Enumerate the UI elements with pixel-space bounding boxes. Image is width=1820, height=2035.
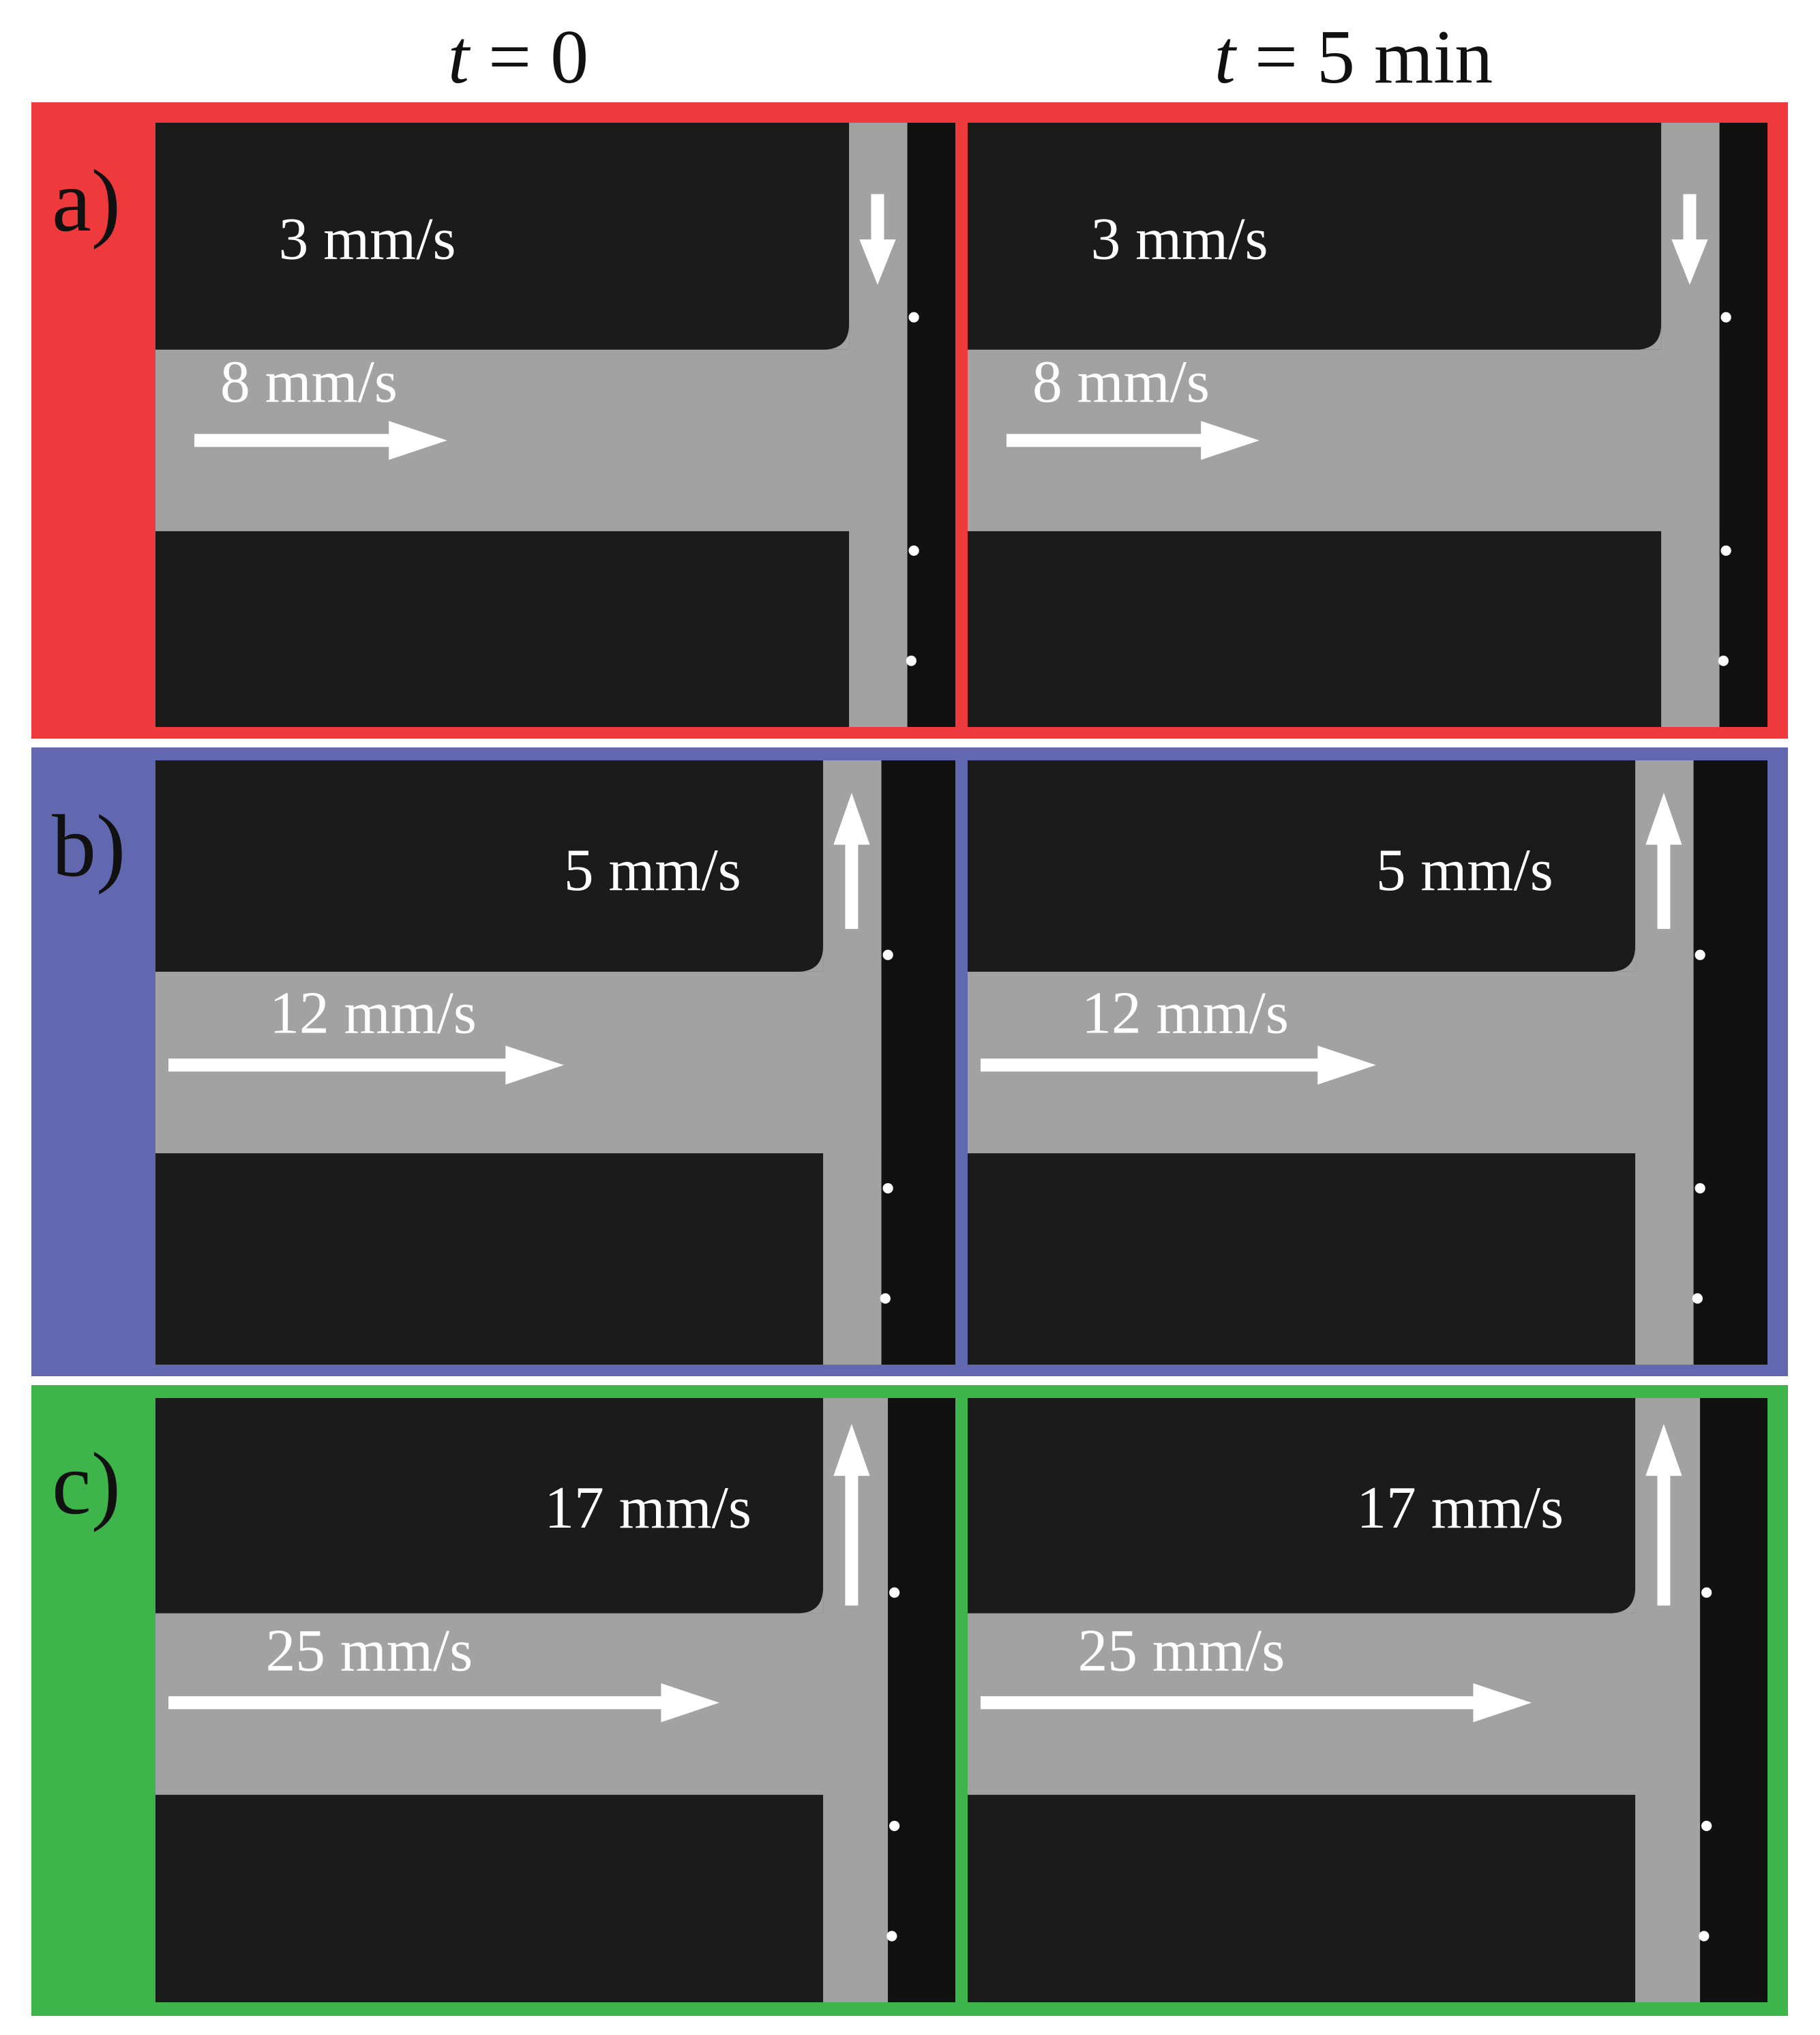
panel-label: c) [52, 1435, 121, 1533]
micrograph: 3 mm/s 8 mm/s [968, 123, 1767, 727]
outer-wall [888, 1398, 955, 2002]
micrograph-image: 5 mm/s 12 mm/s [968, 760, 1767, 1365]
particle [1695, 949, 1705, 960]
micrograph: 5 mm/s 12 mm/s [968, 760, 1767, 1365]
arrow-right-icon [194, 421, 447, 460]
horizontal-speed-label: 8 mm/s [1032, 348, 1210, 415]
micrograph-image: 5 mm/s 12 mm/s [155, 760, 955, 1365]
corner [797, 1587, 824, 1614]
vertical-speed-label: 17 mm/s [1356, 1474, 1564, 1541]
particle [889, 1820, 900, 1832]
arrow-right-icon [168, 1683, 719, 1723]
time-value: = 0 [468, 15, 589, 100]
particle [906, 655, 916, 666]
time-variable: t [447, 15, 469, 100]
particle [886, 1931, 897, 1942]
column-title-t0: t = 0 [211, 14, 825, 102]
time-value: = 5 min [1235, 15, 1493, 100]
particle [1695, 1183, 1705, 1194]
panel-label: a) [52, 152, 121, 250]
micrograph-image: 17 mm/s 25 mm/s [968, 1398, 1767, 2002]
corner [1609, 1587, 1636, 1614]
corner [797, 945, 824, 972]
panel-row-c: c) 17 mm/s 25 mm/s 17 mm/s 25 mm/s [31, 1385, 1788, 2016]
particle [1701, 1820, 1712, 1832]
micrograph: 17 mm/s 25 mm/s [155, 1398, 955, 2002]
micrograph-image: 3 mm/s 8 mm/s [968, 123, 1767, 727]
vertical-speed-label: 3 mm/s [279, 206, 456, 272]
particle [882, 1183, 893, 1194]
particle [880, 1293, 891, 1304]
particle [908, 545, 919, 556]
vertical-speed-label: 5 mm/s [564, 837, 741, 903]
horizontal-speed-label: 12 mm/s [269, 979, 477, 1045]
corner [823, 323, 850, 350]
outer-wall [881, 760, 955, 1365]
outer-wall [1700, 1398, 1767, 2002]
micrograph: 5 mm/s 12 mm/s [155, 760, 955, 1365]
outer-wall [1693, 760, 1767, 1365]
micrograph: 17 mm/s 25 mm/s [968, 1398, 1767, 2002]
column-title-t5: t = 5 min [1047, 14, 1660, 102]
corner [1635, 323, 1662, 350]
particle [1701, 1587, 1712, 1598]
particle [1718, 655, 1729, 666]
horizontal-speed-label: 8 mm/s [220, 348, 398, 415]
panel-label: b) [52, 797, 126, 895]
horizontal-speed-label: 25 mm/s [1078, 1617, 1285, 1683]
particle [882, 949, 893, 960]
particle [908, 312, 919, 323]
arrow-up-icon [833, 792, 870, 930]
arrow-down-icon [1671, 194, 1708, 285]
horizontal-speed-label: 25 mm/s [266, 1617, 473, 1683]
corner [1609, 945, 1636, 972]
micrograph: 3 mm/s 8 mm/s [155, 123, 955, 727]
arrow-right-icon [168, 1045, 564, 1085]
arrow-right-icon [981, 1045, 1376, 1085]
panel-row-b: b) 5 mm/s 12 mm/s 5 mm/s 12 mm/s [31, 747, 1788, 1376]
panel-row-a: a) 3 mm/s 8 mm/s 3 mm/s 8 mm/s [31, 102, 1788, 739]
arrow-up-icon [1645, 1424, 1682, 1606]
arrow-right-icon [981, 1683, 1532, 1723]
vertical-speed-label: 3 mm/s [1091, 206, 1268, 272]
outer-wall [907, 123, 955, 727]
horizontal-speed-label: 12 mm/s [1081, 979, 1289, 1045]
arrow-right-icon [1006, 421, 1259, 460]
micrograph-image: 3 mm/s 8 mm/s [155, 123, 955, 727]
vertical-speed-label: 5 mm/s [1376, 837, 1553, 903]
outer-wall [1719, 123, 1767, 727]
arrow-up-icon [1645, 792, 1682, 930]
particle [1699, 1931, 1710, 1942]
particle [1692, 1293, 1703, 1304]
particle [1720, 545, 1731, 556]
vertical-speed-label: 17 mm/s [544, 1474, 751, 1541]
arrow-up-icon [833, 1424, 870, 1606]
particle [1720, 312, 1731, 323]
micrograph-image: 17 mm/s 25 mm/s [155, 1398, 955, 2002]
time-variable: t [1214, 15, 1236, 100]
particle [889, 1587, 900, 1598]
